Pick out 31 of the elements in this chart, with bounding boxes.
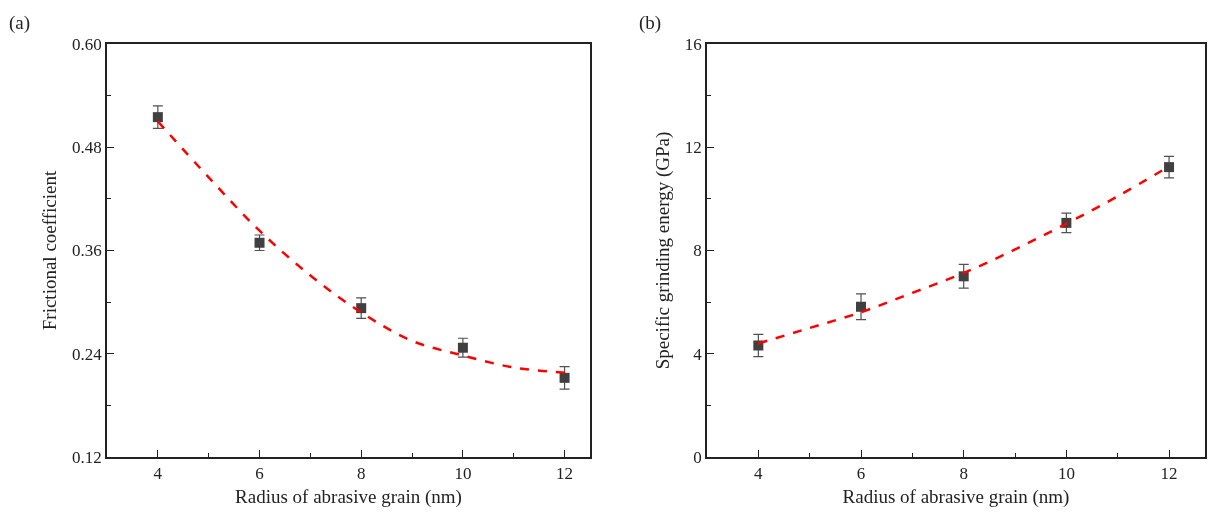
x-tick-label: 6 [856,464,866,484]
x-tick-label: 8 [356,464,366,484]
y-tick-label: 0.48 [72,138,102,158]
x-axis-title: Radius of abrasive grain (nm) [842,486,1070,509]
y-tick-label: 0 [693,447,702,467]
point [152,112,163,123]
x-tick-label: 8 [959,464,968,484]
x-tick-label: 12 [556,464,574,484]
x-tick-label: 4 [754,464,764,484]
x-tick-label: 12 [1160,464,1178,484]
y-axis-title: Frictional coefficient [39,170,61,331]
point [856,301,867,312]
x-tick-label: 10 [454,464,472,484]
y-tick-label: 0.60 [72,34,102,54]
x-axis-title: Radius of abrasive grain (nm) [235,486,462,509]
y-tick-label: 16 [684,34,702,54]
chart-title: (a) [9,12,31,34]
x-tick-label: 6 [255,464,264,484]
x-tick-label: 4 [153,464,163,484]
y-axis-title: Specific grinding energy (GPa) [652,131,675,370]
y-tick-label: 12 [684,138,702,158]
point [559,372,570,383]
y-tick-label: 8 [693,241,702,261]
chart-title: (b) [639,12,662,34]
x-tick-label: 10 [1057,464,1075,484]
y-tick-label: 4 [693,344,703,364]
y-tick-label: 0.24 [72,344,103,364]
point [457,342,468,353]
point [1164,162,1175,173]
y-tick-label: 0.12 [72,447,102,467]
y-tick-label: 0.36 [72,241,102,261]
